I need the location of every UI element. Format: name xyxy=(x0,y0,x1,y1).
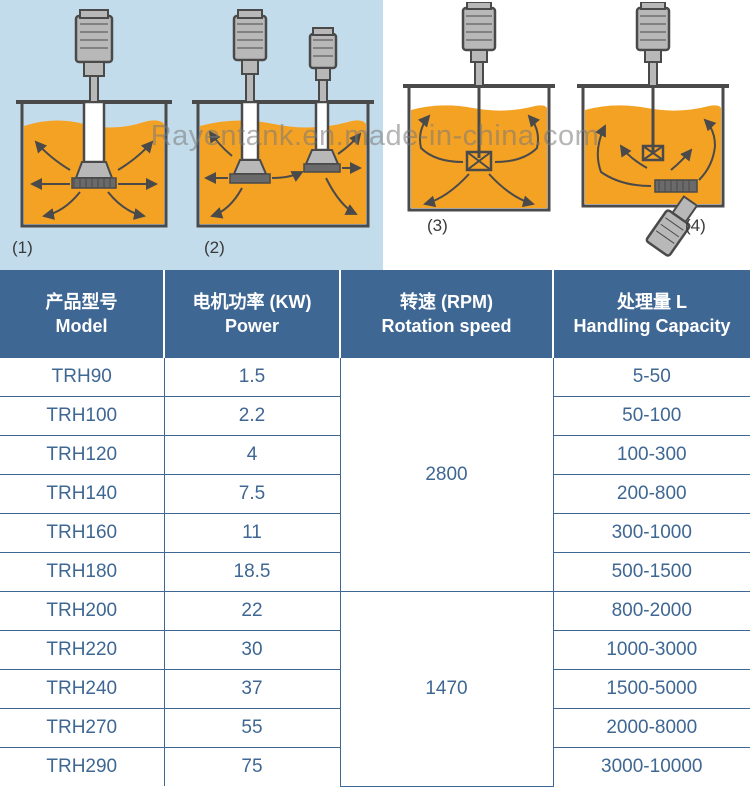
table-row: TRH200221470800-2000 xyxy=(0,592,750,631)
cell-power: 75 xyxy=(164,748,340,787)
cell-power: 2.2 xyxy=(164,397,340,436)
cell-capacity: 50-100 xyxy=(553,397,750,436)
table-row: TRH901.528005-50 xyxy=(0,358,750,397)
mixer-diagram-3 xyxy=(401,2,557,222)
cell-model: TRH240 xyxy=(0,670,164,709)
cell-capacity: 500-1500 xyxy=(553,553,750,592)
diagram-label-4: (4) xyxy=(685,216,706,236)
cell-model: TRH160 xyxy=(0,514,164,553)
header-rpm: 转速 (RPM) Rotation speed xyxy=(340,270,553,358)
header-model-en: Model xyxy=(56,316,108,336)
cell-model: TRH200 xyxy=(0,592,164,631)
header-capacity: 处理量 L Handling Capacity xyxy=(553,270,750,358)
cell-power: 11 xyxy=(164,514,340,553)
diagram-label-1: (1) xyxy=(12,238,33,258)
mixer-diagram-2 xyxy=(190,6,376,236)
cell-power: 30 xyxy=(164,631,340,670)
header-capacity-cn: 处理量 L xyxy=(617,292,687,312)
cell-model: TRH100 xyxy=(0,397,164,436)
header-model: 产品型号 Model xyxy=(0,270,164,358)
cell-power: 1.5 xyxy=(164,358,340,397)
cell-power: 4 xyxy=(164,436,340,475)
cell-capacity: 1000-3000 xyxy=(553,631,750,670)
header-rpm-cn: 转速 (RPM) xyxy=(400,292,493,312)
cell-capacity: 2000-8000 xyxy=(553,709,750,748)
header-capacity-en: Handling Capacity xyxy=(573,316,730,336)
cell-model: TRH140 xyxy=(0,475,164,514)
mixer-diagram-1 xyxy=(14,6,174,236)
cell-capacity: 1500-5000 xyxy=(553,670,750,709)
diagram-label-2: (2) xyxy=(204,238,225,258)
cell-model: TRH220 xyxy=(0,631,164,670)
cell-power: 18.5 xyxy=(164,553,340,592)
cell-model: TRH90 xyxy=(0,358,164,397)
cell-model: TRH120 xyxy=(0,436,164,475)
cell-power: 37 xyxy=(164,670,340,709)
spec-table: 产品型号 Model 电机功率 (KW) Power 转速 (RPM) Rota… xyxy=(0,270,750,787)
cell-model: TRH290 xyxy=(0,748,164,787)
cell-capacity: 300-1000 xyxy=(553,514,750,553)
header-power-en: Power xyxy=(225,316,279,336)
header-power: 电机功率 (KW) Power xyxy=(164,270,340,358)
cell-capacity: 3000-10000 xyxy=(553,748,750,787)
cell-capacity: 5-50 xyxy=(553,358,750,397)
diagrams-left-panel: (1) xyxy=(0,0,383,270)
header-rpm-en: Rotation speed xyxy=(381,316,511,336)
header-power-cn: 电机功率 (KW) xyxy=(193,292,312,312)
cell-capacity: 200-800 xyxy=(553,475,750,514)
cell-power: 7.5 xyxy=(164,475,340,514)
diagrams-right-panel: (3) xyxy=(383,0,750,270)
cell-rpm: 1470 xyxy=(340,592,553,787)
header-model-cn: 产品型号 xyxy=(46,292,118,312)
mixer-diagram-4 xyxy=(575,2,747,264)
spec-table-body: TRH901.528005-50TRH1002.250-100TRH120410… xyxy=(0,358,750,786)
cell-model: TRH270 xyxy=(0,709,164,748)
cell-power: 22 xyxy=(164,592,340,631)
cell-capacity: 100-300 xyxy=(553,436,750,475)
diagrams-region: (1) xyxy=(0,0,750,270)
spec-table-header: 产品型号 Model 电机功率 (KW) Power 转速 (RPM) Rota… xyxy=(0,270,750,358)
cell-model: TRH180 xyxy=(0,553,164,592)
diagram-label-3: (3) xyxy=(427,216,448,236)
cell-capacity: 800-2000 xyxy=(553,592,750,631)
cell-power: 55 xyxy=(164,709,340,748)
cell-rpm: 2800 xyxy=(340,358,553,592)
